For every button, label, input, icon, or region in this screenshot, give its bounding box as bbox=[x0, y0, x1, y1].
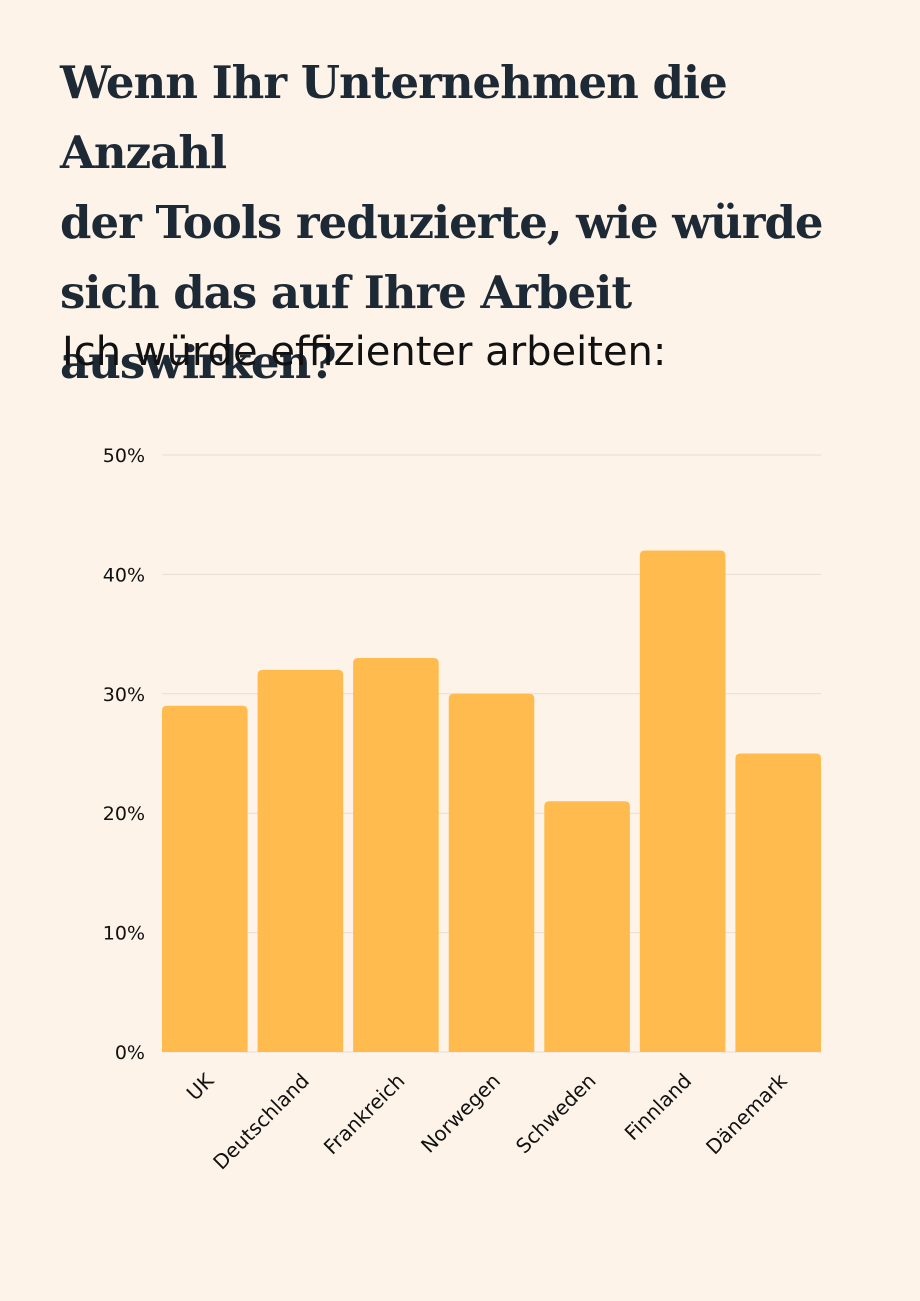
y-tick-label: 10% bbox=[103, 923, 145, 945]
chart-title: Ich würde effizienter arbeiten: bbox=[62, 329, 667, 375]
bars bbox=[162, 550, 821, 1052]
x-tick-label: Frankreich bbox=[319, 1069, 410, 1160]
y-tick-label: 40% bbox=[103, 564, 145, 586]
title-line-1: Wenn Ihr Unternehmen die Anzahl bbox=[60, 56, 728, 179]
bar-norwegen bbox=[448, 693, 535, 1052]
y-tick-label: 50% bbox=[103, 445, 145, 467]
bar-frankreich bbox=[353, 657, 439, 1052]
x-tick-label: Dänemark bbox=[701, 1068, 792, 1159]
bar-uk bbox=[162, 705, 248, 1052]
x-tick-label: Deutschland bbox=[208, 1069, 314, 1175]
title-line-3: sich das auf Ihre Arbeit auswirken? bbox=[60, 266, 632, 389]
bar-deutschland bbox=[257, 669, 344, 1052]
bar-schweden bbox=[544, 801, 630, 1052]
y-tick-label: 20% bbox=[103, 803, 145, 825]
x-tick-label: Finnland bbox=[620, 1069, 696, 1145]
y-axis-ticks: 0% 10% 20% 30% 40% 50% bbox=[103, 445, 145, 1064]
y-tick-label: 0% bbox=[115, 1042, 145, 1064]
y-tick-label: 30% bbox=[103, 684, 145, 706]
x-tick-label: Schweden bbox=[511, 1069, 601, 1159]
x-tick-label: Norwegen bbox=[416, 1069, 505, 1158]
title-line-2: der Tools reduzierte, wie würde bbox=[60, 196, 824, 249]
x-tick-label: UK bbox=[182, 1068, 219, 1105]
page-title: Wenn Ihr Unternehmen die Anzahl der Tool… bbox=[60, 48, 860, 398]
bar-dänemark bbox=[735, 753, 821, 1052]
bar-finnland bbox=[639, 550, 726, 1052]
